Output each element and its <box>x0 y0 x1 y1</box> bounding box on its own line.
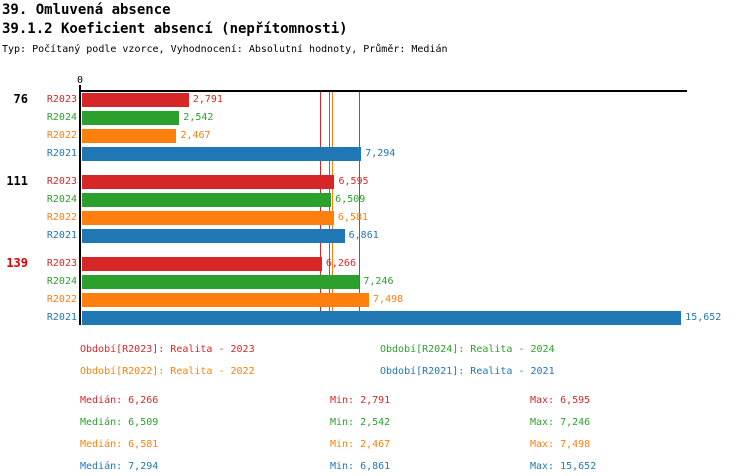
chart-subtitle: 39.1.2 Koeficient absencí (nepřítomnosti… <box>2 21 348 37</box>
bar-value-label: 7,498 <box>373 294 404 305</box>
x-axis-line <box>79 90 687 92</box>
series-label: R2021 <box>46 230 77 241</box>
stat-min: Min: 2,542 <box>330 417 391 428</box>
series-label: R2021 <box>46 312 77 323</box>
stat-median: Medián: 6,266 <box>80 395 159 406</box>
series-label: R2024 <box>46 276 77 287</box>
bar-value-label: 7,246 <box>363 276 394 287</box>
series-label: R2024 <box>46 194 77 205</box>
median-line-r2023 <box>319 92 321 325</box>
series-label: R2022 <box>46 212 77 223</box>
bar-value-label: 6,266 <box>325 258 356 269</box>
bar-value-label: 2,467 <box>180 130 211 141</box>
bar-r2023 <box>82 93 189 107</box>
y-axis-line <box>79 85 81 325</box>
group-label: 139 <box>6 256 28 270</box>
bar-r2022 <box>82 129 177 143</box>
bar-r2022 <box>82 211 334 225</box>
series-label: R2024 <box>46 112 77 123</box>
legend-item: Období[R2024]: Realita - 2024 <box>380 344 555 355</box>
bar-r2021 <box>82 147 362 161</box>
series-label: R2023 <box>46 258 77 269</box>
group-label: 76 <box>13 92 28 106</box>
bar-value-label: 6,861 <box>348 230 379 241</box>
group-label: 111 <box>6 174 28 188</box>
stat-median: Medián: 7,294 <box>80 461 159 472</box>
bar-value-label: 6,581 <box>337 212 369 223</box>
bar-value-label: 7,294 <box>365 148 396 159</box>
legend-item: Období[R2023]: Realita - 2023 <box>80 344 255 355</box>
series-label: R2023 <box>46 94 77 105</box>
page-title: 39. Omluvená absence <box>2 2 171 18</box>
x-axis-origin-label: 0 <box>76 75 84 86</box>
chart-meta-line: Typ: Počítaný podle vzorce, Vyhodnocení:… <box>2 44 448 55</box>
legend-item: Období[R2022]: Realita - 2022 <box>80 366 255 377</box>
series-label: R2022 <box>46 130 77 141</box>
stat-max: Max: 7,498 <box>530 439 591 450</box>
bar-r2024 <box>82 111 180 125</box>
bar-r2021 <box>82 229 345 243</box>
stat-median: Medián: 6,509 <box>80 417 159 428</box>
series-label: R2022 <box>46 294 77 305</box>
bar-r2023 <box>82 175 335 189</box>
stat-min: Min: 2,791 <box>330 395 391 406</box>
legend-item: Období[R2021]: Realita - 2021 <box>380 366 555 377</box>
bar-r2024 <box>82 193 332 207</box>
bar-r2024 <box>82 275 360 289</box>
stat-max: Max: 7,246 <box>530 417 591 428</box>
median-line-r2022 <box>331 92 333 325</box>
bar-r2023 <box>82 257 322 271</box>
bar-r2021 <box>82 311 682 325</box>
bar-value-label: 2,542 <box>183 112 214 123</box>
stat-min: Min: 6,861 <box>330 461 391 472</box>
stat-min: Min: 2,467 <box>330 439 391 450</box>
bar-r2022 <box>82 293 370 307</box>
bar-value-label: 6,509 <box>335 194 366 205</box>
bar-value-label: 15,652 <box>685 312 722 323</box>
series-label: R2021 <box>46 148 77 159</box>
bar-value-label: 6,595 <box>338 176 369 187</box>
stat-median: Medián: 6,581 <box>80 439 159 450</box>
stat-max: Max: 6,595 <box>530 395 591 406</box>
stat-max: Max: 15,652 <box>530 461 597 472</box>
series-label: R2023 <box>46 176 77 187</box>
median-line-r2021 <box>359 92 361 325</box>
median-line-r2024 <box>329 92 331 325</box>
bar-value-label: 2,791 <box>192 94 223 105</box>
